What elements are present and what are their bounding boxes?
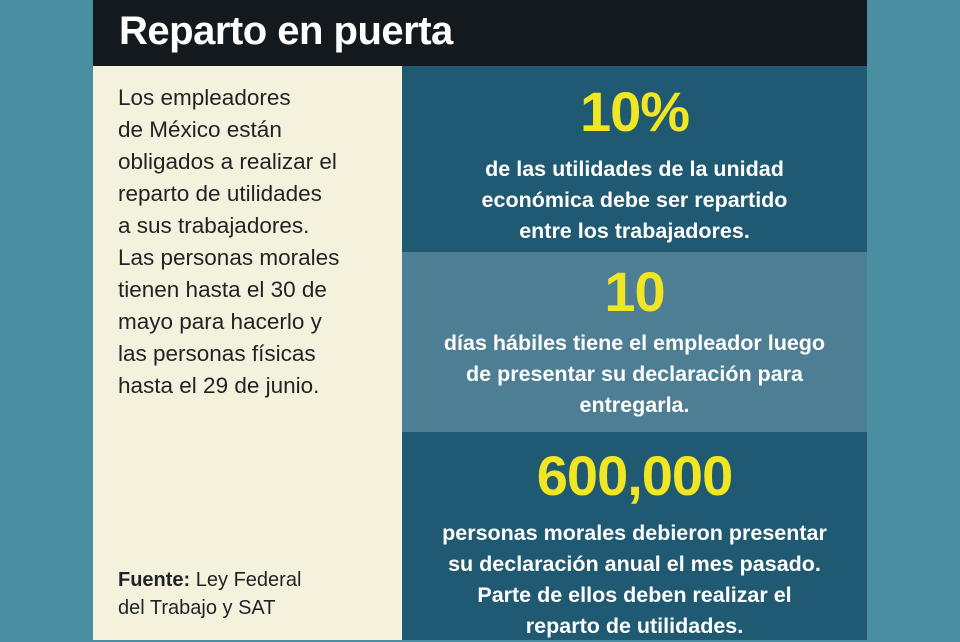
stat-description-line: de presentar su declaración para <box>466 362 803 386</box>
intro-line: las personas físicas <box>118 341 316 366</box>
stat-description-line: Parte de ellos deben realizar el <box>477 583 792 607</box>
stat-description: de las utilidades de la unidad económica… <box>414 154 855 247</box>
stat-description: días hábiles tiene el empleador luego de… <box>414 328 855 421</box>
intro-line: de México están <box>118 117 282 142</box>
infographic-card: Reparto en puerta Los empleadores de Méx… <box>93 0 867 640</box>
stat-description-line: económica debe ser repartido <box>481 188 788 212</box>
source-label: Fuente: <box>118 569 191 591</box>
intro-line: obligados a realizar el <box>118 149 337 174</box>
stat-description-line: de las utilidades de la unidad <box>485 157 784 181</box>
intro-line: hasta el 29 de junio. <box>118 373 320 398</box>
stat-description-line: su declaración anual el mes pasado. <box>448 552 821 576</box>
stat-block-days: 10 días hábiles tiene el empleador luego… <box>402 252 867 432</box>
source-note: Fuente: Ley Federal del Trabajo y SAT <box>118 566 388 622</box>
stat-description: personas morales debieron presentar su d… <box>414 518 855 642</box>
source-line-1: Fuente: Ley Federal <box>118 566 388 594</box>
stat-block-companies: 600,000 personas morales debieron presen… <box>402 432 867 640</box>
header-bar: Reparto en puerta <box>93 0 867 66</box>
intro-line: tienen hasta el 30 de <box>118 277 327 302</box>
stat-value: 600,000 <box>536 444 733 507</box>
source-text-1: Ley Federal <box>190 569 302 591</box>
page-title: Reparto en puerta <box>119 9 453 53</box>
source-text-2: del Trabajo y SAT <box>118 597 276 619</box>
intro-text: Los empleadores de México están obligado… <box>118 82 388 402</box>
stat-description-line: entregarla. <box>579 393 690 417</box>
intro-line: mayo para hacerlo y <box>118 309 322 334</box>
intro-line: Los empleadores <box>118 85 291 110</box>
intro-line: reparto de utilidades <box>118 181 322 206</box>
stat-value: 10 <box>604 260 665 323</box>
stat-description-line: personas morales debieron presentar <box>442 521 827 545</box>
stat-block-percentage: 10% de las utilidades de la unidad econó… <box>402 66 867 252</box>
intro-line: Las personas morales <box>118 245 340 270</box>
intro-line: a sus trabajadores. <box>118 213 310 238</box>
stat-description-line: días hábiles tiene el empleador luego <box>443 331 826 355</box>
stat-description-line: reparto de utilidades. <box>525 614 744 638</box>
stat-value: 10% <box>579 80 690 143</box>
stat-description-line: entre los trabajadores. <box>519 219 750 243</box>
